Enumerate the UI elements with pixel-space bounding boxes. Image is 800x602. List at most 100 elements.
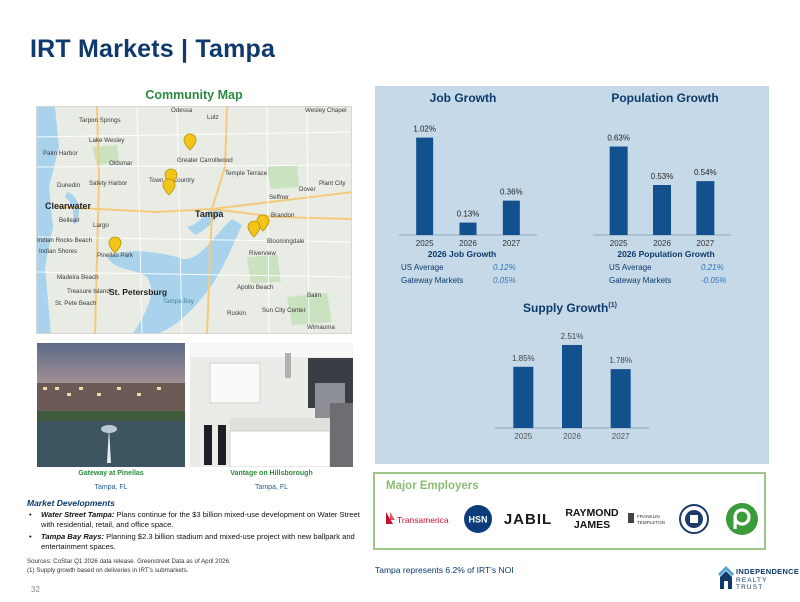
- publix-logo: [725, 502, 759, 536]
- map-label: Tampa: [195, 209, 224, 219]
- data-label: 0.54%: [694, 168, 717, 177]
- map-label: Apollo Beach: [237, 284, 274, 291]
- map-label: Wimauma: [307, 324, 335, 331]
- photo-caption-location: Tampa, FL: [254, 484, 289, 491]
- map-label: Palm Harbor: [43, 150, 78, 157]
- data-label: 0.63%: [607, 134, 630, 143]
- tick-label: 2025: [514, 432, 532, 441]
- sources-note: Sources: CoStar Q1 2026 data release. Gr…: [27, 557, 327, 575]
- map-pin-icon: [247, 220, 261, 238]
- svg-text:RAYMOND: RAYMOND: [565, 507, 619, 519]
- map-label: Largo: [93, 222, 109, 229]
- growth-charts-panel: Job Growth Population Growth 1.02% 2025 0.…: [375, 86, 769, 464]
- list-item: Water Street Tampa: Plans continue for t…: [27, 510, 372, 530]
- footnote-line: (1) Supply growth based on deliveries in…: [27, 567, 189, 574]
- supply-footnote-marker: (1): [608, 302, 617, 309]
- bar: [416, 137, 434, 235]
- supply-growth-title: Supply Growth(1): [523, 301, 617, 315]
- major-employers-title: Major Employers: [386, 480, 479, 492]
- irt-mark-icon: [718, 566, 734, 589]
- map-label: Indian Rocks Beach: [37, 237, 93, 244]
- bar: [653, 185, 671, 235]
- photo-gateway-at-pinellas: [37, 343, 185, 467]
- major-employers-box: Major Employers Transamerica HSN JABIL R…: [373, 472, 766, 550]
- map-label: Lake Wesley: [89, 137, 125, 144]
- population-growth-chart: 0.63% 2025 0.53% 2026 0.54% 2027: [593, 134, 731, 248]
- list-item: Tampa Bay Rays: Planning $2.3 billion st…: [27, 532, 372, 552]
- supply-growth-chart: 1.85% 2025 2.51% 2026 1.78% 2027: [495, 332, 649, 441]
- university-seal-icon: [679, 504, 709, 534]
- data-label: 1.02%: [413, 125, 436, 134]
- map-pin-icon: [183, 133, 197, 151]
- svg-text:JAMES: JAMES: [574, 519, 610, 531]
- data-label: 2.51%: [561, 332, 584, 341]
- map-label: Greater Carrollwood: [177, 157, 233, 164]
- map-label: Temple Terrace: [225, 170, 268, 177]
- map-label: Tampa Bay: [163, 298, 195, 305]
- map-label: Seffner: [269, 194, 289, 201]
- tick-label: 2025: [416, 239, 434, 248]
- map-label: St. Petersburg: [109, 287, 167, 297]
- map-label: Bloomingdale: [267, 238, 305, 245]
- job-growth-chart: 1.02% 2025 0.13% 2026 0.36% 2027: [399, 125, 537, 248]
- bar: [609, 146, 628, 235]
- map-label: Dover: [299, 186, 316, 193]
- map-label: Ruskin: [227, 310, 246, 317]
- tick-label: 2025: [610, 239, 628, 248]
- map-label: Safety Harbor: [89, 180, 127, 187]
- map-label: Dunedin: [57, 182, 81, 189]
- data-label: 1.85%: [512, 354, 535, 363]
- independence-realty-trust-logo: INDEPENDENCE REALTY TRUST: [717, 563, 800, 595]
- data-label: 0.36%: [500, 188, 523, 197]
- tick-label: 2027: [612, 432, 630, 441]
- map-label: Madeira Beach: [57, 274, 99, 281]
- sources-line: Sources: CoStar Q1 2026 data release. Gr…: [27, 558, 231, 565]
- svg-text:JABIL: JABIL: [504, 511, 552, 528]
- map-label: Indian Shores: [39, 248, 77, 255]
- bar: [696, 181, 715, 235]
- map-label: Pinellas Park: [97, 252, 134, 259]
- svg-text:TEMPLETON: TEMPLETON: [637, 520, 665, 525]
- map-title: Community Map: [145, 88, 243, 102]
- tick-label: 2026: [563, 432, 581, 441]
- transamerica-logo: Transamerica: [383, 508, 461, 530]
- map-graphic: Tarpon Springs Lutz Palm Harbor Lake Wes…: [37, 107, 351, 333]
- map-label: Lutz: [207, 114, 219, 121]
- brand-line-1: INDEPENDENCE: [736, 567, 800, 576]
- map-label: Odessa: [171, 107, 193, 114]
- map-label: Wesley Chapel: [305, 107, 347, 114]
- population-growth-title: Population Growth: [611, 91, 719, 105]
- photo-vantage-on-hillsborough: [190, 343, 353, 467]
- map-label: Riverview: [249, 250, 276, 257]
- data-label: 0.13%: [457, 210, 480, 219]
- tick-label: 2027: [502, 239, 520, 248]
- community-map[interactable]: Tarpon Springs Lutz Palm Harbor Lake Wes…: [36, 106, 352, 334]
- page-title: IRT Markets | Tampa: [30, 35, 276, 63]
- data-label: 1.78%: [609, 356, 632, 365]
- page-number: 32: [31, 585, 40, 594]
- population-growth-subtitle: 2026 Population Growth: [617, 249, 715, 259]
- photo-caption-location: Tampa, FL: [94, 484, 128, 491]
- data-label: 0.53%: [651, 172, 674, 181]
- map-label: Tarpon Springs: [79, 117, 121, 124]
- job-growth-title: Job Growth: [429, 91, 497, 105]
- map-label: Clearwater: [45, 201, 92, 211]
- brand-line-2: REALTY TRUST: [736, 577, 768, 591]
- map-label: Treasure Island: [67, 288, 110, 295]
- map-label: St. Pete Beach: [55, 300, 97, 307]
- job-growth-subtitle: 2026 Job Growth: [427, 249, 497, 259]
- bar: [459, 222, 477, 235]
- map-label: Sun City Center: [262, 307, 306, 314]
- map-label: Belleair: [59, 217, 80, 224]
- bar: [513, 366, 534, 428]
- photo-caption-name: Gateway at Pinellas: [78, 470, 144, 477]
- franklin-templeton-logo: FRANKLIN TEMPLETON: [627, 508, 675, 530]
- market-developments-list: Water Street Tampa: Plans continue for t…: [27, 510, 372, 554]
- map-label: Plant City: [319, 180, 346, 187]
- tick-label: 2026: [459, 239, 477, 248]
- tick-label: 2026: [653, 239, 671, 248]
- photo-caption-name: Vantage on Hillsborough: [230, 470, 313, 477]
- map-label: Oldsmar: [109, 160, 132, 167]
- bar: [610, 369, 631, 428]
- jabil-logo: JABIL: [497, 508, 559, 530]
